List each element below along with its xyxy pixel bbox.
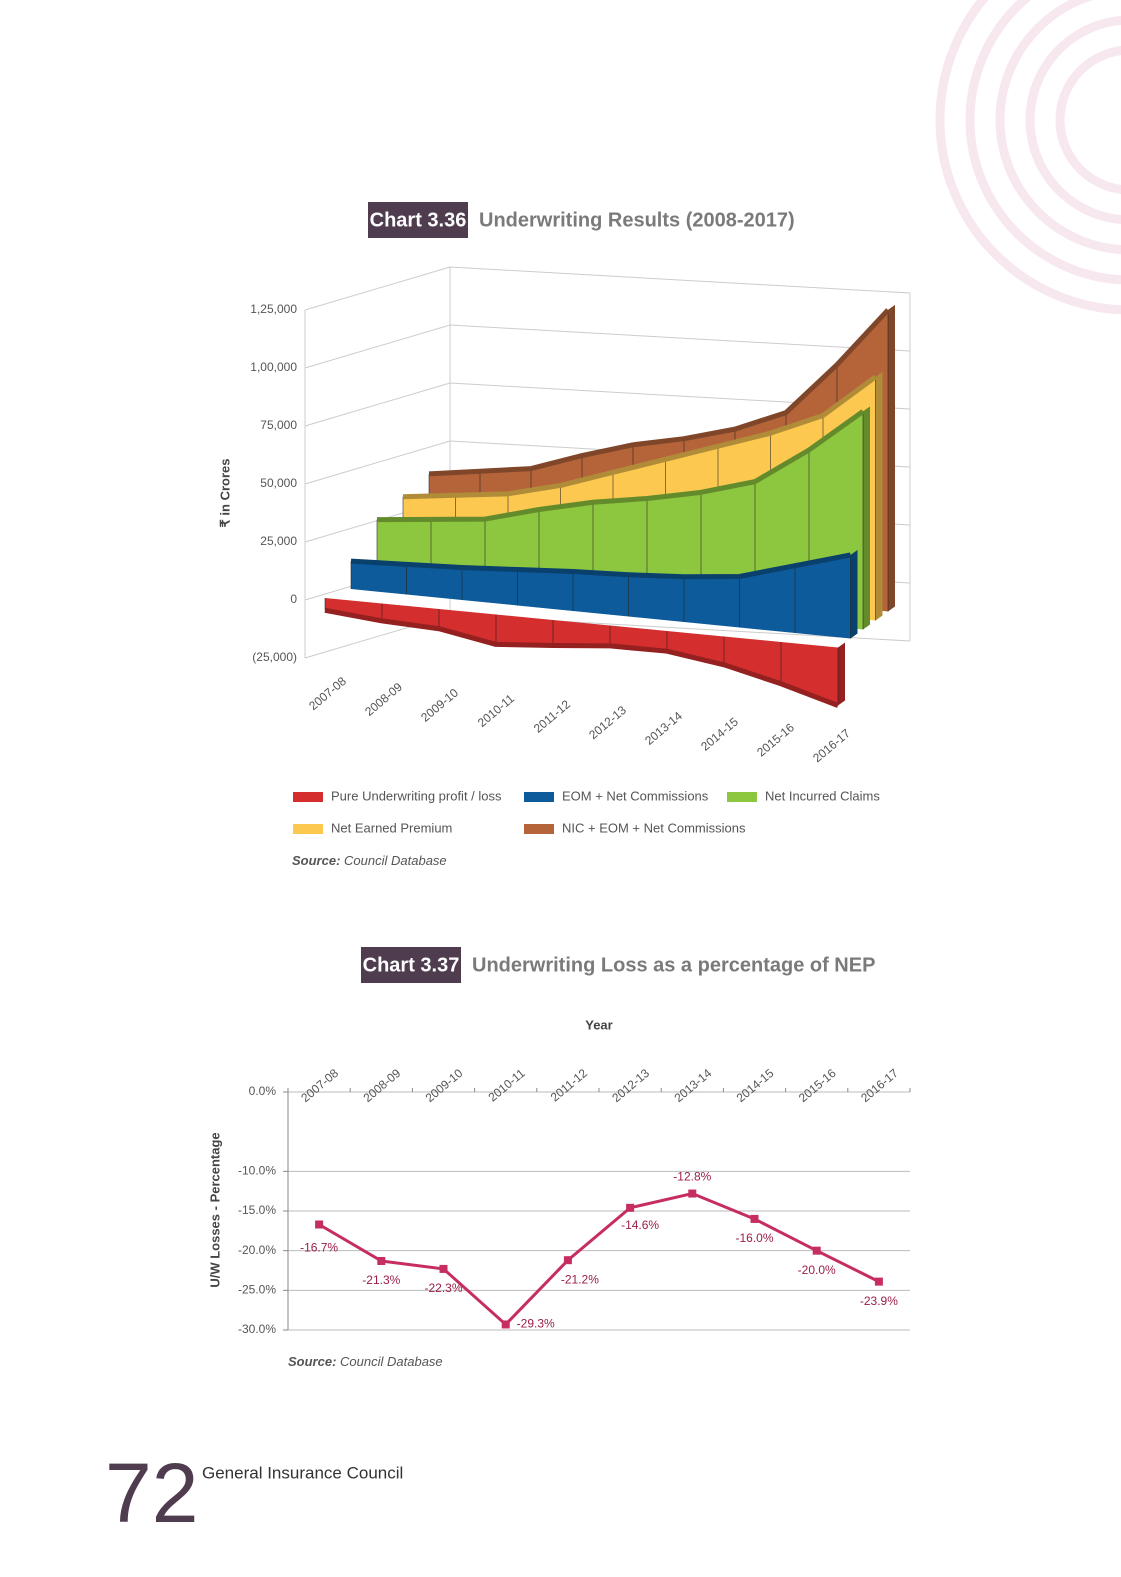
value-label: -21.3% <box>362 1273 400 1287</box>
area-top <box>324 607 839 708</box>
y-tick-label: 25,000 <box>260 534 297 548</box>
legend-label: Net Earned Premium <box>331 820 452 835</box>
source-text: Council Database <box>344 853 447 868</box>
source-label: Source: <box>292 853 340 868</box>
value-label: -14.6% <box>621 1218 659 1232</box>
x-tick-label: 2008-09 <box>361 1066 404 1105</box>
x-tick-label: 2016-17 <box>858 1066 901 1105</box>
y-tick-label: 1,00,000 <box>250 360 297 374</box>
publisher: General Insurance Council <box>202 1463 403 1482</box>
grid-line <box>304 324 911 369</box>
x-tick-label: 2014-15 <box>734 1066 777 1105</box>
value-label: -20.0% <box>798 1263 836 1277</box>
value-label: -12.8% <box>673 1170 711 1184</box>
x-tick-label: 2007-08 <box>306 674 349 713</box>
x-tick-label: 2009-10 <box>423 1066 466 1105</box>
grid-line <box>304 266 911 311</box>
legend-label: Pure Underwriting profit / loss <box>331 788 502 803</box>
value-label: -23.9% <box>860 1294 898 1308</box>
area-top <box>376 409 865 523</box>
x-tick-label: 2007-08 <box>298 1066 341 1105</box>
y-axis-title: ₹ in Crores <box>217 459 232 528</box>
x-tick-label: 2010-11 <box>486 1066 528 1105</box>
source: Source: Council Database <box>292 853 447 868</box>
source-text: Council Database <box>340 1354 443 1369</box>
y-tick-label: 0.0% <box>249 1084 277 1098</box>
legend-swatch <box>524 824 554 834</box>
y-tick-label: -20.0% <box>238 1243 276 1257</box>
point <box>874 1277 883 1286</box>
decoration <box>935 0 1121 315</box>
x-tick-label: 2012-13 <box>609 1066 652 1105</box>
value-label: -16.7% <box>300 1241 338 1255</box>
x-tick-label: 2011-12 <box>531 697 573 736</box>
x-tick-label: 2015-16 <box>796 1066 839 1105</box>
x-tick-label: 2014-15 <box>698 714 741 753</box>
point <box>315 1220 324 1229</box>
x-tick-label: 2008-09 <box>362 680 405 719</box>
point <box>688 1189 697 1198</box>
y-tick-label: -10.0% <box>238 1164 276 1178</box>
source: Source: Council Database <box>288 1354 443 1369</box>
legend-swatch <box>727 792 757 802</box>
value-label: -29.3% <box>517 1317 555 1331</box>
legend-label: Net Incurred Claims <box>765 788 880 803</box>
y-tick-label: 50,000 <box>260 476 297 490</box>
area-wall <box>351 554 851 639</box>
y-tick-label: 1,25,000 <box>250 302 297 316</box>
legend-label: NIC + EOM + Net Commissions <box>562 820 746 835</box>
value-label: -16.0% <box>735 1231 773 1245</box>
x-tick-label: 2013-14 <box>672 1066 715 1105</box>
point <box>377 1256 386 1265</box>
source-label: Source: <box>288 1354 336 1369</box>
chart-label-box <box>361 947 461 983</box>
area-end <box>875 371 883 621</box>
area-end <box>850 549 858 639</box>
area-end <box>888 304 895 612</box>
area-end <box>863 406 870 630</box>
y-axis-title: U/W Losses - Percentage <box>207 1132 222 1287</box>
legend-label: EOM + Net Commissions <box>562 788 709 803</box>
point <box>750 1214 759 1223</box>
y-tick-label: -25.0% <box>238 1283 276 1297</box>
x-tick-label: 2011-12 <box>548 1066 590 1105</box>
point <box>563 1256 572 1265</box>
x-tick-label: 2013-14 <box>642 709 685 748</box>
point <box>812 1246 821 1255</box>
x-tick-label: 2015-16 <box>754 720 797 759</box>
x-tick-label: 2009-10 <box>418 685 461 724</box>
chart-label: Chart 3.36 <box>370 209 467 231</box>
value-label: -22.3% <box>424 1281 462 1295</box>
legend-swatch <box>524 792 554 802</box>
y-tick-label: 75,000 <box>260 418 297 432</box>
y-tick-label: -15.0% <box>238 1203 276 1217</box>
point <box>626 1203 635 1212</box>
chart-title: Underwriting Loss as a percentage of NEP <box>472 954 875 976</box>
area-top <box>350 552 851 580</box>
y-tick-label: (25,000) <box>252 650 297 664</box>
legend-swatch <box>293 792 323 802</box>
point <box>501 1320 510 1329</box>
area-wall <box>325 598 838 706</box>
area-top <box>402 374 877 500</box>
point <box>439 1264 448 1273</box>
line <box>318 1191 880 1327</box>
grid-line <box>304 382 911 427</box>
value-label: -21.2% <box>561 1272 599 1286</box>
x-tick-label: 2016-17 <box>810 726 853 765</box>
chart-label-box <box>368 202 468 238</box>
x-tick-label: 2010-11 <box>475 691 517 730</box>
page-number: 72 <box>105 1446 198 1540</box>
legend-swatch <box>293 824 323 834</box>
area-top <box>428 308 890 477</box>
area-end <box>838 642 845 706</box>
y-tick-label: -30.0% <box>238 1322 276 1336</box>
chart-label: Chart 3.37 <box>363 954 460 976</box>
x-axis-title: Year <box>585 1017 612 1032</box>
x-tick-label: 2012-13 <box>586 703 629 742</box>
y-tick-label: 0 <box>290 592 297 606</box>
chart-title: Underwriting Results (2008-2017) <box>479 209 795 231</box>
